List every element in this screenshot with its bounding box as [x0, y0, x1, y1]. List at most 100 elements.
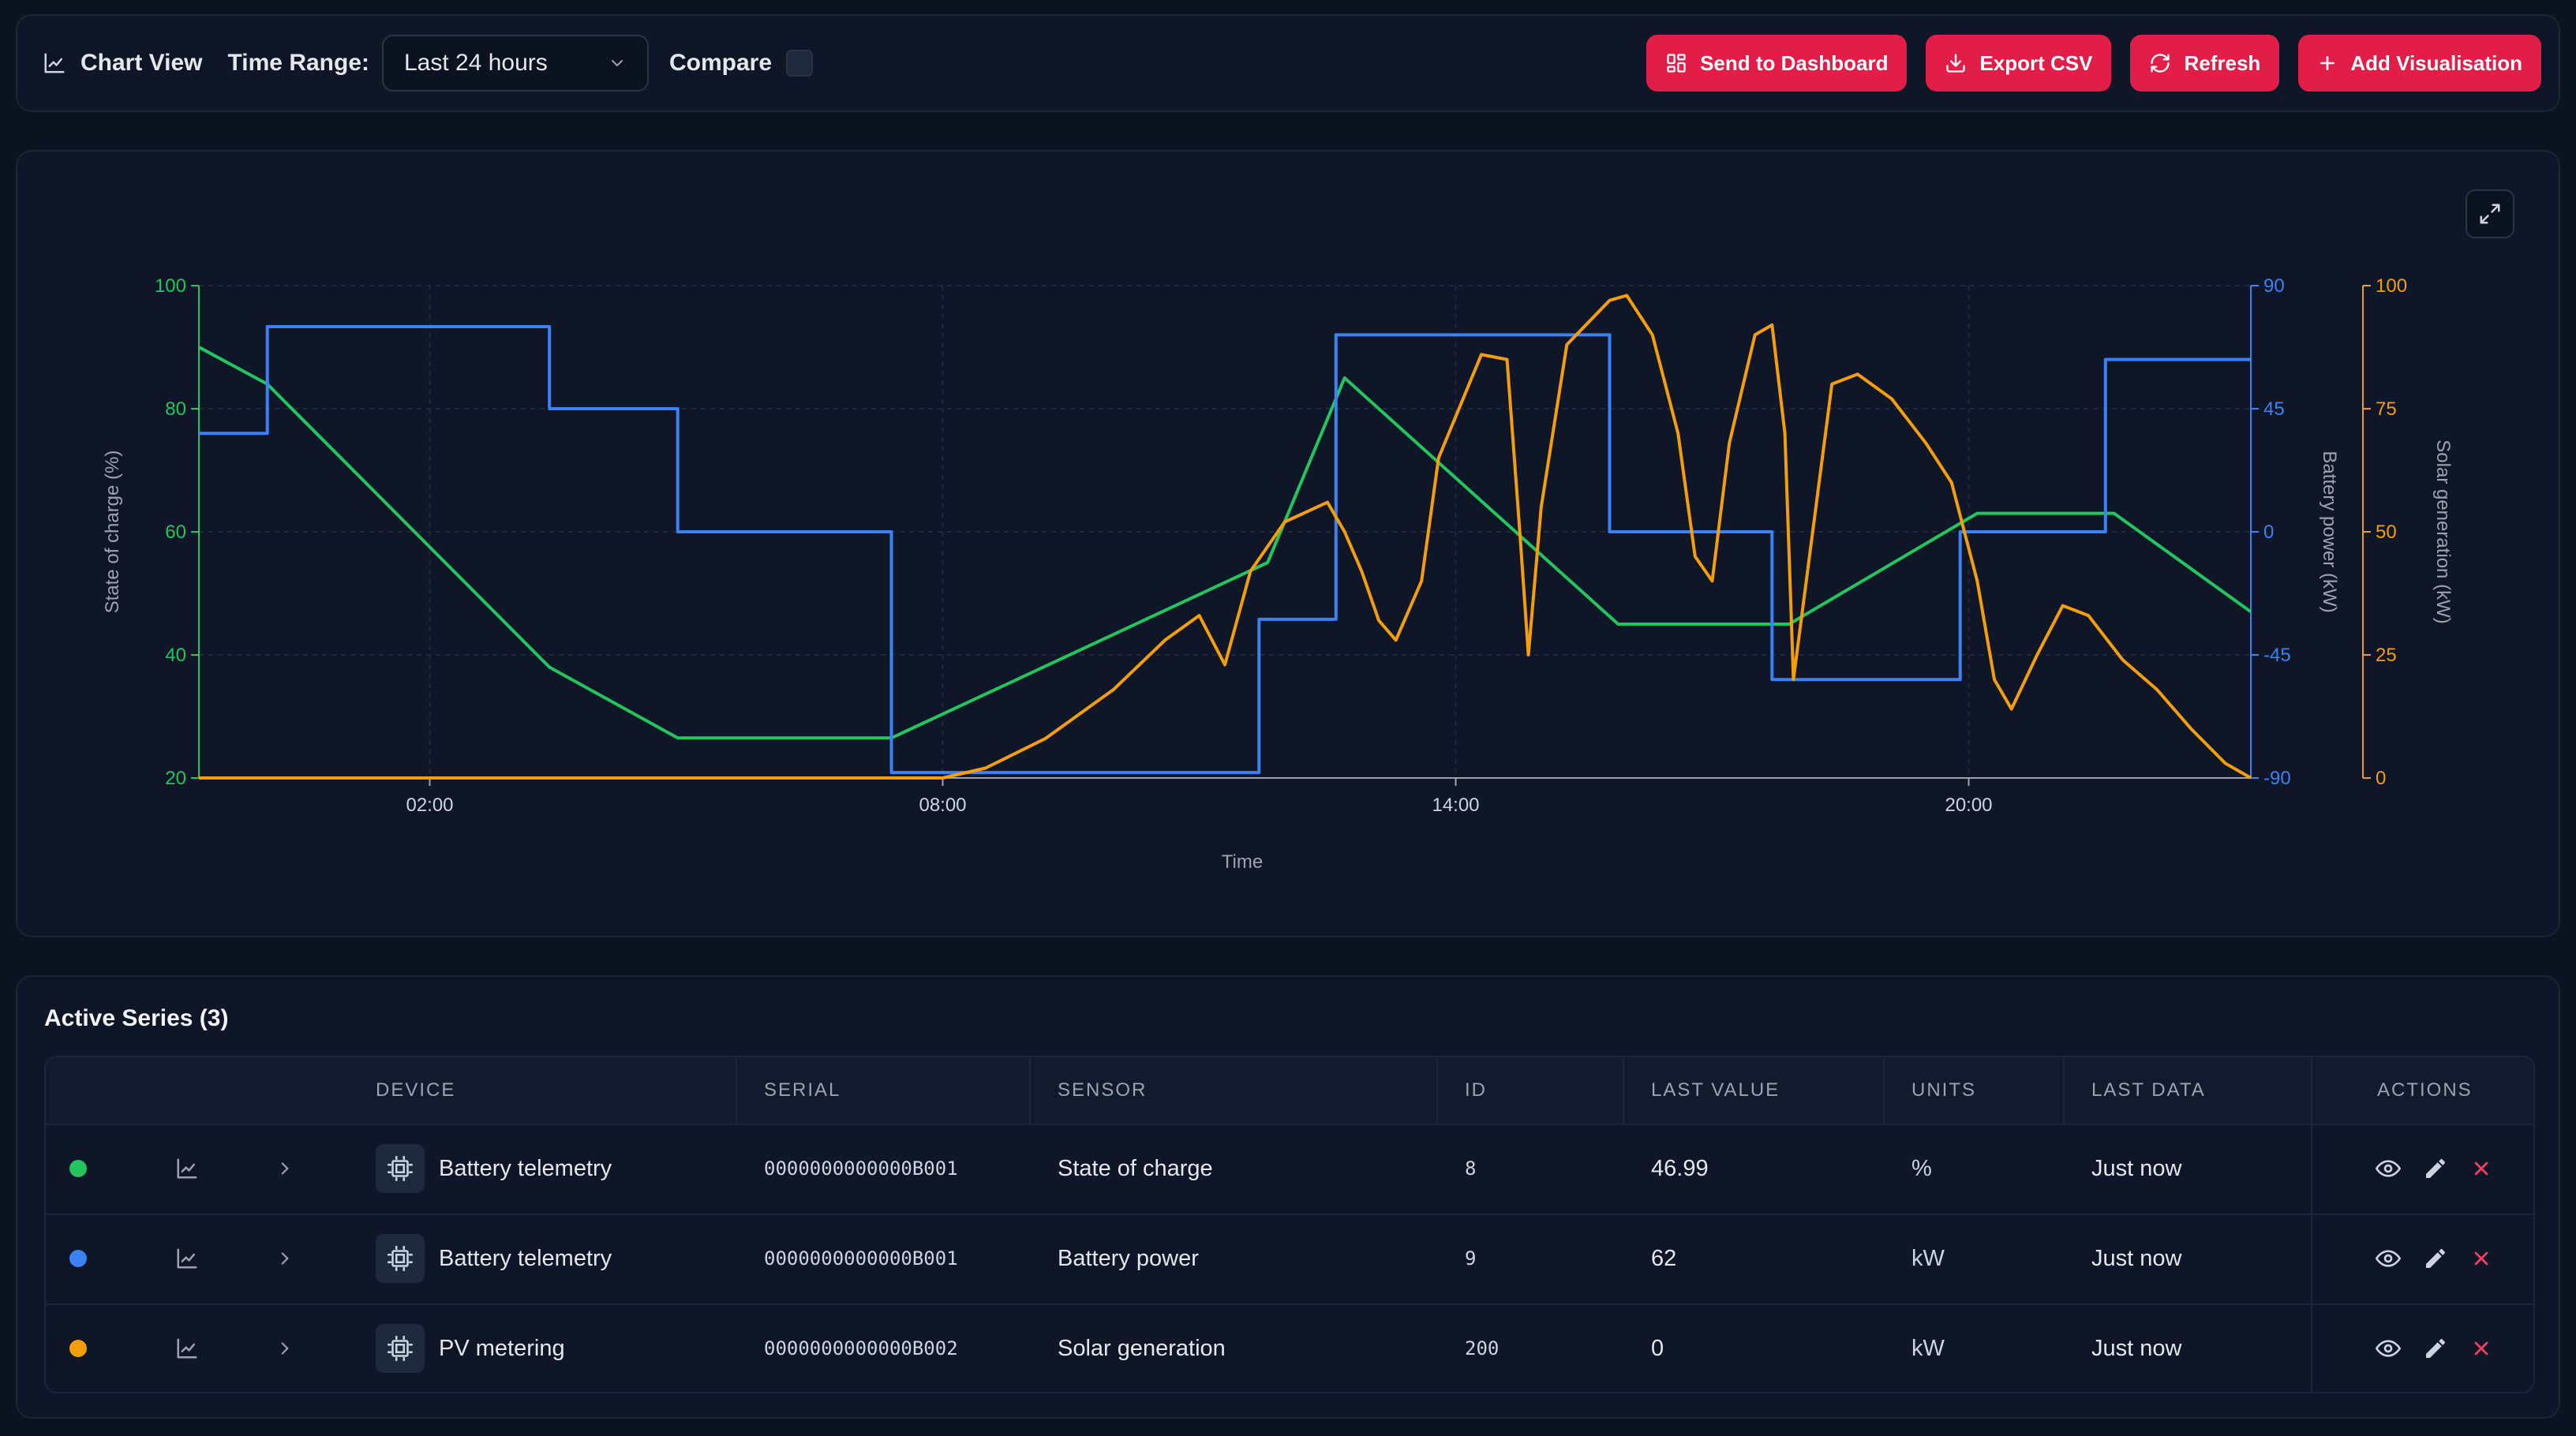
- refresh-button[interactable]: Refresh: [2130, 35, 2280, 92]
- refresh-icon: [2151, 54, 2170, 73]
- chart: 20 40 60 80 100 -90 -45 0 45 90 0 25 50 75 100 02:00 08:…: [102, 275, 2454, 873]
- chevron-right-icon[interactable]: [275, 1248, 295, 1269]
- table-row: Battery telemetry 0000000000000B001 Batt…: [46, 1213, 2533, 1305]
- units-value: %: [1911, 1155, 1932, 1181]
- col-header-device: DEVICE: [376, 1079, 456, 1101]
- export-csv-label: Export CSV: [1979, 50, 2093, 75]
- units-value: kW: [1911, 1245, 1945, 1271]
- row-actions: [2376, 1213, 2492, 1303]
- x-tick-label: 14:00: [1432, 795, 1479, 816]
- last-data-value: Just now: [2091, 1155, 2182, 1181]
- line-chart-icon: [44, 53, 65, 73]
- y-right1-tick-label: 0: [2263, 522, 2274, 543]
- series-line-solar-generation: [199, 294, 2252, 780]
- compare-label: Compare: [669, 50, 773, 76]
- row-actions: [2376, 1124, 2492, 1213]
- time-range-value: Last 24 hours: [404, 50, 548, 76]
- x-tick-label: 02:00: [406, 795, 453, 816]
- edit-pencil-icon[interactable]: [2423, 1246, 2448, 1271]
- add-visualisation-label: Add Visualisation: [2350, 50, 2522, 75]
- send-to-dashboard-button[interactable]: Send to Dashboard: [1646, 35, 1908, 92]
- device-name: Battery telemetry: [439, 1155, 612, 1181]
- id-value: 200: [1465, 1337, 1500, 1359]
- expand-icon: [2480, 204, 2500, 224]
- refresh-label: Refresh: [2184, 50, 2261, 75]
- close-icon[interactable]: [2470, 1157, 2492, 1180]
- sensor-name: Battery power: [1058, 1245, 1199, 1271]
- time-range-label: Time Range:: [227, 50, 370, 76]
- y-left-tick-label: 80: [165, 398, 186, 420]
- y-left-tick-label: 40: [165, 645, 186, 666]
- edit-pencil-icon[interactable]: [2423, 1156, 2448, 1181]
- y-right2-axis-title: Solar generation (kW): [2432, 439, 2454, 623]
- y-left-tick-label: 20: [165, 768, 186, 789]
- toolbar: Chart View Time Range: Last 24 hours Com…: [16, 14, 2560, 112]
- last-data-value: Just now: [2091, 1335, 2182, 1361]
- y-right2-tick-label: 25: [2376, 645, 2397, 666]
- chip-icon: [376, 1234, 425, 1283]
- y-right2-tick-label: 50: [2376, 522, 2397, 543]
- chevron-right-icon[interactable]: [275, 1338, 295, 1359]
- chip-icon: [376, 1324, 425, 1373]
- export-csv-button[interactable]: Export CSV: [1926, 35, 2112, 92]
- edit-pencil-icon[interactable]: [2423, 1336, 2448, 1361]
- eye-icon[interactable]: [2376, 1336, 2401, 1361]
- y-right2-tick-label: 100: [2376, 275, 2407, 297]
- serial-value: 0000000000000B001: [764, 1157, 958, 1180]
- chevron-down-icon: [612, 60, 623, 67]
- series-color-dot[interactable]: [69, 1250, 87, 1267]
- series-table: DEVICE SERIAL SENSOR ID LAST VALUE UNITS…: [44, 1056, 2535, 1393]
- col-header-last-data: LAST DATA: [2091, 1079, 2206, 1101]
- view-title-label: Chart View: [80, 50, 203, 76]
- close-icon[interactable]: [2470, 1247, 2492, 1270]
- col-header-actions: ACTIONS: [2377, 1079, 2473, 1101]
- units-value: kW: [1911, 1335, 1945, 1361]
- table-header: DEVICE SERIAL SENSOR ID LAST VALUE UNITS…: [46, 1057, 2533, 1125]
- y-right1-tick-label: 45: [2263, 398, 2285, 420]
- dashboard-icon: [1667, 54, 1686, 73]
- col-header-sensor: SENSOR: [1058, 1079, 1148, 1101]
- chevron-right-icon[interactable]: [275, 1158, 295, 1179]
- plus-icon: [2320, 56, 2335, 70]
- y-right2-tick-label: 0: [2376, 768, 2386, 789]
- chart-panel: 20 40 60 80 100 -90 -45 0 45 90 0 25 50 75 100 02:00 08:…: [16, 150, 2560, 937]
- chart-view-title: Chart View: [43, 50, 203, 77]
- series-color-dot[interactable]: [69, 1340, 87, 1357]
- y-right1-axis-title: Battery power (kW): [2319, 451, 2340, 612]
- serial-value: 0000000000000B002: [764, 1337, 958, 1359]
- sensor-name: State of charge: [1058, 1155, 1213, 1181]
- active-series-panel: Active Series (3) DEVICE SERIAL SENSOR I…: [16, 975, 2560, 1419]
- last-data-value: Just now: [2091, 1245, 2182, 1271]
- col-header-id: ID: [1465, 1079, 1487, 1101]
- id-value: 8: [1465, 1157, 1477, 1180]
- close-icon[interactable]: [2470, 1337, 2492, 1359]
- col-header-serial: SERIAL: [764, 1079, 841, 1101]
- y-right2-tick-label: 75: [2376, 398, 2397, 420]
- table-row: PV metering 0000000000000B002 Solar gene…: [46, 1303, 2533, 1392]
- col-header-last-value: LAST VALUE: [1651, 1079, 1780, 1101]
- x-tick-label: 20:00: [1945, 795, 1992, 816]
- line-chart-icon[interactable]: [175, 1157, 199, 1180]
- y-left-axis-title: State of charge (%): [102, 451, 123, 614]
- col-header-units: UNITS: [1911, 1079, 1976, 1101]
- line-chart-icon[interactable]: [175, 1337, 199, 1360]
- serial-value: 0000000000000B001: [764, 1247, 958, 1270]
- series-line-battery-power: [199, 325, 2251, 775]
- y-right1-tick-label: -45: [2263, 645, 2291, 666]
- send-to-dashboard-label: Send to Dashboard: [1700, 50, 1889, 75]
- compare-checkbox[interactable]: [786, 50, 814, 77]
- time-range-select[interactable]: Last 24 hours: [382, 35, 649, 92]
- device-name: Battery telemetry: [439, 1245, 612, 1271]
- line-chart-icon[interactable]: [175, 1247, 199, 1270]
- eye-icon[interactable]: [2376, 1246, 2401, 1271]
- series-line-state-of-charge: [198, 346, 2252, 740]
- table-row: Battery telemetry 0000000000000B001 Stat…: [46, 1124, 2533, 1215]
- expand-button[interactable]: [2466, 189, 2514, 238]
- eye-icon[interactable]: [2376, 1156, 2401, 1181]
- download-icon: [1946, 54, 1966, 73]
- series-color-dot[interactable]: [69, 1160, 87, 1177]
- y-left-tick-label: 100: [155, 275, 186, 297]
- last-value: 46.99: [1651, 1155, 1709, 1181]
- add-visualisation-button[interactable]: Add Visualisation: [2298, 35, 2541, 92]
- y-left-tick-label: 60: [165, 522, 186, 543]
